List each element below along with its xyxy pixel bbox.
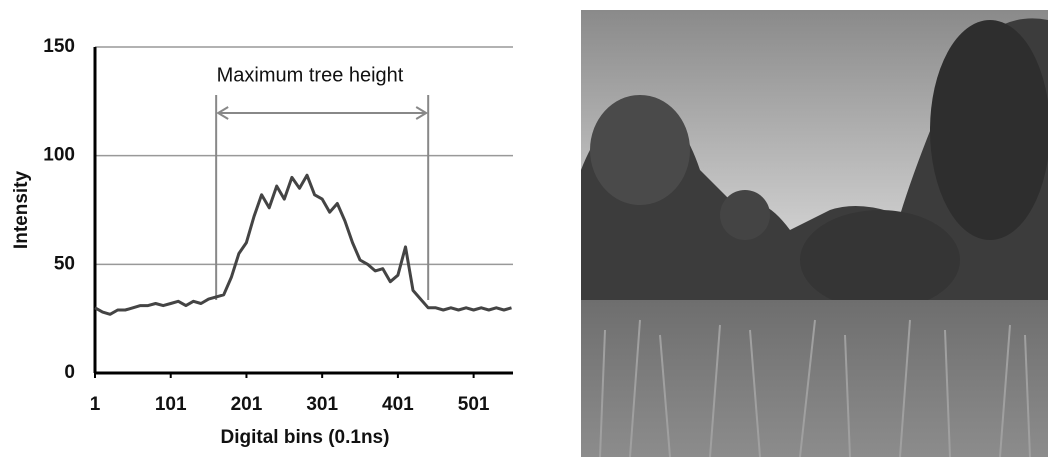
x-tick-label: 301 [306,394,338,415]
x-tick-label: 1 [90,394,101,415]
x-tick-label: 101 [155,394,187,415]
x-tick-label: 201 [231,394,263,415]
y-tick-label: 100 [43,145,75,166]
photo [581,10,1048,457]
x-tick-label: 501 [458,394,490,415]
y-tick-label: 50 [54,253,75,274]
tree-crown [930,20,1048,240]
waveform [94,173,512,316]
x-tick-label: 401 [382,394,414,415]
arrow-head [415,106,429,120]
y-tick-label: 0 [64,362,75,383]
tree-crown [720,190,770,240]
tree-crown [800,210,960,310]
grass-blades [599,319,1031,457]
annotation: Maximum tree height [217,64,404,86]
arrow-head [216,106,229,120]
tree-crown [590,95,690,205]
x-axis-label: Digital bins (0.1ns) [221,427,390,448]
y-tick-label: 150 [43,36,75,57]
y-axis-label: Intensity [11,171,32,250]
